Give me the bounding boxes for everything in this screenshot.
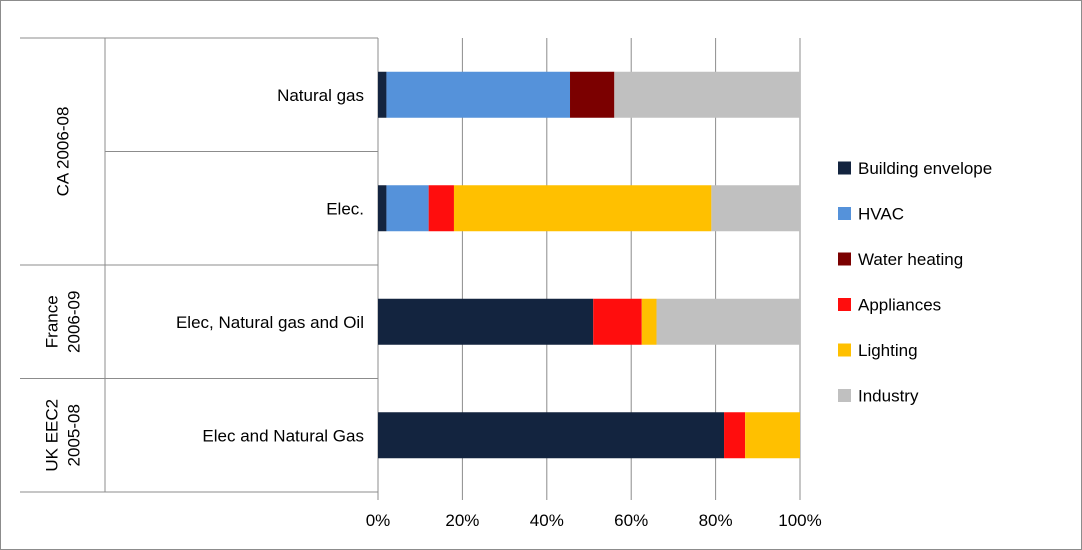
legend-swatch-lighting	[838, 343, 851, 357]
legend-label-building-envelope: Building envelope	[858, 159, 992, 178]
legend-swatch-hvac	[838, 207, 851, 220]
bar-lighting-elec	[453, 185, 712, 232]
legend-swatch-appliances	[838, 298, 851, 311]
category-label-elec-and-natural-gas: Elec and Natural Gas	[202, 426, 364, 445]
group-label-line: France	[43, 295, 62, 348]
bar-industry-elec	[711, 185, 800, 232]
group-label-line: UK EEC2	[43, 399, 62, 472]
bar-industry-natural-gas	[614, 71, 800, 118]
x-tick-label: 60%	[614, 511, 648, 530]
bar-appliances-elec-natural-gas-and-oil	[593, 298, 642, 345]
x-tick-label: 40%	[530, 511, 564, 530]
x-tick-label: 20%	[445, 511, 479, 530]
category-label-natural-gas: Natural gas	[277, 86, 364, 105]
category-label-elec-natural-gas-and-oil: Elec, Natural gas and Oil	[176, 313, 364, 332]
bar-appliances-elec	[428, 185, 454, 232]
bar-hvac-natural-gas	[386, 71, 571, 118]
category-label-elec: Elec.	[326, 199, 364, 218]
bars	[378, 71, 800, 459]
bar-industry-elec-natural-gas-and-oil	[656, 298, 800, 345]
bar-appliances-elec-and-natural-gas	[724, 412, 746, 459]
legend-label-hvac: HVAC	[858, 205, 904, 224]
legend: Building envelope HVAC Water heating Applia…	[838, 159, 992, 406]
bar-building-envelope-elec-and-natural-gas	[378, 412, 725, 459]
legend-label-industry: Industry	[858, 387, 919, 406]
group-label-ca-2006-08: CA 2006-08	[54, 107, 73, 197]
bar-lighting-elec-natural-gas-and-oil	[641, 298, 657, 345]
bar-hvac-elec	[386, 185, 429, 232]
legend-swatch-industry	[838, 389, 851, 402]
group-label-uk-eec2-2005-08: UK EEC2 2005-08	[43, 399, 84, 472]
x-tick-label: 80%	[699, 511, 733, 530]
legend-swatch-water-heating	[838, 252, 851, 266]
bar-lighting-elec-and-natural-gas	[745, 412, 800, 459]
legend-label-lighting: Lighting	[858, 341, 918, 360]
category-axis	[20, 37, 378, 493]
group-label-line: CA 2006-08	[54, 107, 73, 197]
bar-water-heating-natural-gas	[570, 71, 615, 118]
legend-swatch-building-envelope	[838, 161, 851, 175]
x-tick-label: 100%	[778, 511, 821, 530]
legend-label-water-heating: Water heating	[858, 250, 963, 269]
bar-building-envelope-elec	[378, 185, 387, 232]
group-label-france-2006-09: France 2006-09	[43, 291, 84, 353]
group-label-line: 2006-09	[65, 291, 84, 353]
group-label-line: 2005-08	[65, 404, 84, 466]
x-tick-label: 0%	[366, 511, 391, 530]
bar-building-envelope-elec-natural-gas-and-oil	[378, 298, 594, 345]
axis-labels: 0% 20% 40% 60% 80% 100% CA 2006-08 France 2006-0…	[43, 86, 822, 530]
bar-building-envelope-natural-gas	[378, 71, 387, 118]
legend-label-appliances: Appliances	[858, 296, 941, 315]
